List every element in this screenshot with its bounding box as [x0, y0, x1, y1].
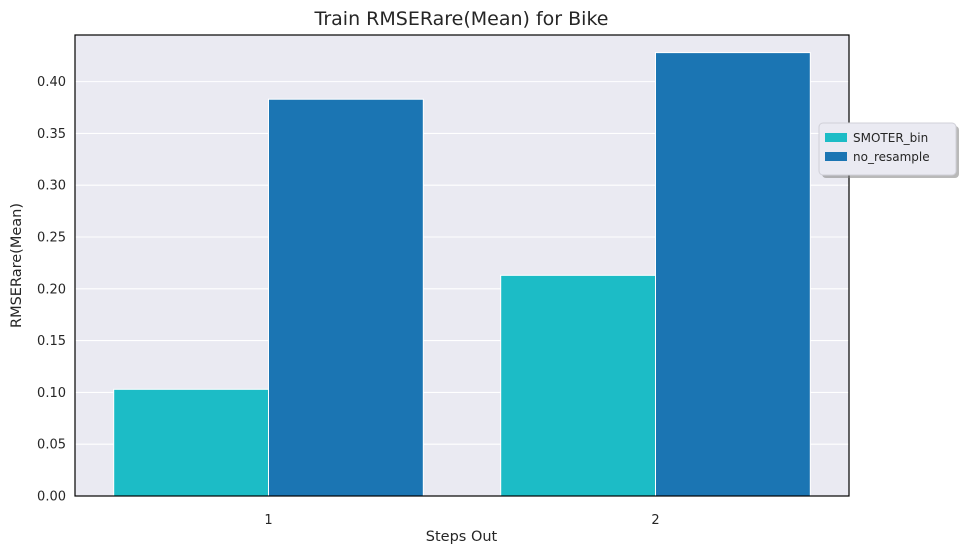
x-axis-label: Steps Out — [426, 529, 498, 545]
y-tick-label: 0.15 — [37, 334, 66, 349]
plot-frame — [74, 34, 850, 497]
y-tick-label: 0.30 — [37, 179, 66, 194]
legend-label: SMOTER_bin — [853, 131, 928, 145]
bar-no_resample-2 — [655, 52, 811, 497]
y-tick-label: 0.20 — [37, 282, 66, 297]
legend-label: no_resample — [853, 150, 930, 164]
x-tick-label: 2 — [651, 513, 659, 528]
y-tick-labels: 0.00 0.05 0.10 0.15 0.20 0.25 0.30 0.35 0.40 — [37, 75, 66, 504]
legend-box — [818, 122, 957, 176]
y-tick-label: 0.10 — [37, 386, 66, 401]
y-tick-label: 0.05 — [37, 438, 66, 453]
y-tick-label: 0.00 — [37, 490, 66, 505]
y-tick-label: 0.35 — [37, 127, 66, 142]
bar-SMOTER_bin-1 — [113, 388, 269, 497]
y-tick-label: 0.40 — [37, 75, 66, 90]
bar-SMOTER_bin-2 — [500, 274, 657, 497]
legend-swatch — [825, 152, 847, 161]
y-axis-label: RMSERare(Mean) — [9, 203, 25, 328]
chart-title: Train RMSERare(Mean) for Bike — [314, 8, 609, 30]
bar-no_resample-1 — [268, 98, 424, 497]
legend-swatch — [825, 133, 847, 142]
legend: SMOTER_bin no_resample — [818, 122, 959, 178]
x-tick-label: 1 — [264, 513, 272, 528]
y-tick-label: 0.25 — [37, 231, 66, 246]
bars — [113, 52, 811, 497]
